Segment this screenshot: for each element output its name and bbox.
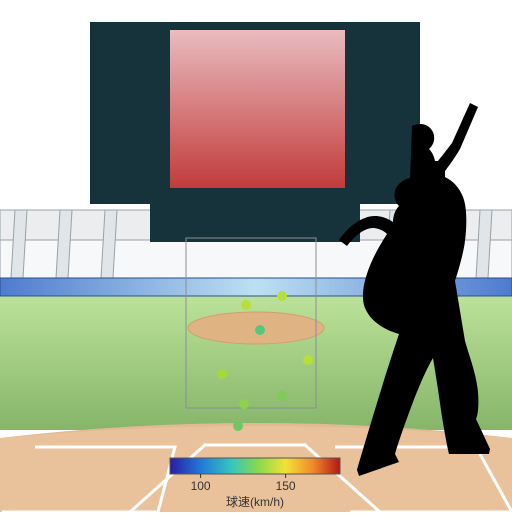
pitch-marker [303, 355, 313, 365]
legend-axis-label: 球速(km/h) [226, 495, 284, 509]
pitch-marker [239, 399, 249, 409]
pitch-marker [255, 325, 265, 335]
pitch-marker [277, 391, 287, 401]
legend-colorbar [170, 458, 340, 474]
legend-tick-label: 150 [276, 479, 296, 493]
pitch-marker [277, 291, 287, 301]
chart-svg: 100 150 球速(km/h) [0, 0, 512, 512]
pitch-marker [233, 421, 243, 431]
pitch-marker [241, 300, 251, 310]
pitch-marker [217, 369, 227, 379]
legend-tick-label: 100 [191, 479, 211, 493]
pitch-location-chart: 100 150 球速(km/h) [0, 0, 512, 512]
